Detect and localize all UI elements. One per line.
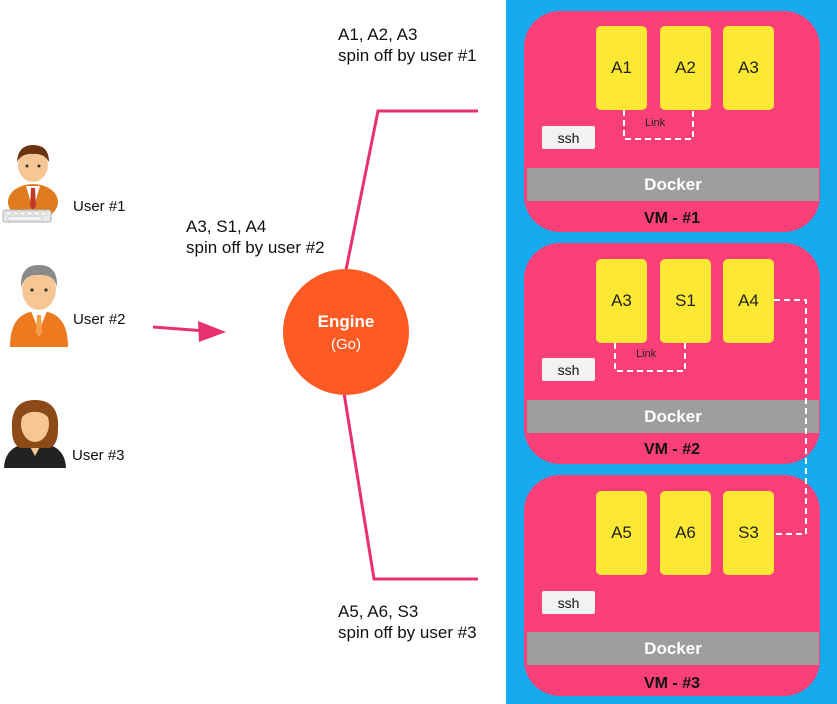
vm1-app-a3: A3: [723, 26, 774, 110]
user2-request-arrow-line: [152, 325, 207, 333]
vm2-label: VM - #2: [643, 441, 700, 458]
vm3-docker-bar: Docker: [527, 632, 819, 665]
user1-apps-text: A1, A2, A3: [338, 25, 418, 44]
user3-apps-text: A5, A6, S3: [338, 602, 419, 621]
user-woman-avatar-icon: [4, 400, 66, 468]
vm1-link-label: Link: [645, 117, 666, 129]
engine-to-vm1-connector: [344, 109, 478, 271]
user1-spin-text: spin off by user #1: [338, 46, 477, 65]
vm2-a4-to-vm3-s3-link: [774, 299, 807, 535]
user3-label: User #3: [72, 447, 125, 464]
vm1-docker-bar: Docker: [527, 168, 819, 201]
user2-spin-text: spin off by user #2: [186, 238, 325, 257]
engine-node: Engine (Go): [283, 269, 409, 395]
vm2-link-label: Link: [636, 348, 657, 360]
vm2-app-a4: A4: [723, 259, 774, 343]
vm3-ssh-tag: ssh: [542, 591, 595, 614]
user-typing-avatar-icon: [2, 145, 58, 223]
user2-request-arrowhead: [198, 321, 226, 342]
user1-label: User #1: [73, 198, 126, 215]
vm2-docker-bar: Docker: [527, 400, 819, 433]
user3-spin-text: spin off by user #3: [338, 623, 477, 642]
vm1-a1-a2-link: [623, 110, 694, 140]
vm3-app-s3: S3: [723, 491, 774, 575]
engine-name: Engine: [317, 311, 375, 331]
vm2-app-s1: S1: [660, 259, 711, 343]
user3-assignment-note: A5, A6, S3 spin off by user #3: [338, 601, 477, 643]
vm2-ssh-tag: ssh: [542, 358, 595, 381]
user2-assignment-note: A3, S1, A4 spin off by user #2: [186, 216, 325, 258]
vm2-a3-s1-link: [614, 343, 686, 372]
user1-assignment-note: A1, A2, A3 spin off by user #1: [338, 24, 477, 66]
vm1-app-a1: A1: [596, 26, 647, 110]
vm3-label: VM - #3: [643, 675, 700, 692]
user-suit-avatar-icon: [10, 265, 68, 347]
user2-label: User #2: [73, 311, 126, 328]
engine-language: (Go): [331, 335, 361, 353]
vm3-app-a6: A6: [660, 491, 711, 575]
vm3-app-a5: A5: [596, 491, 647, 575]
user2-apps-text: A3, S1, A4: [186, 217, 267, 236]
vm1-app-a2: A2: [660, 26, 711, 110]
engine-to-vm3-connector: [342, 392, 478, 581]
vm1-ssh-tag: ssh: [542, 126, 595, 149]
vm2-app-a3: A3: [596, 259, 647, 343]
vm1-label: VM - #1: [643, 210, 700, 227]
